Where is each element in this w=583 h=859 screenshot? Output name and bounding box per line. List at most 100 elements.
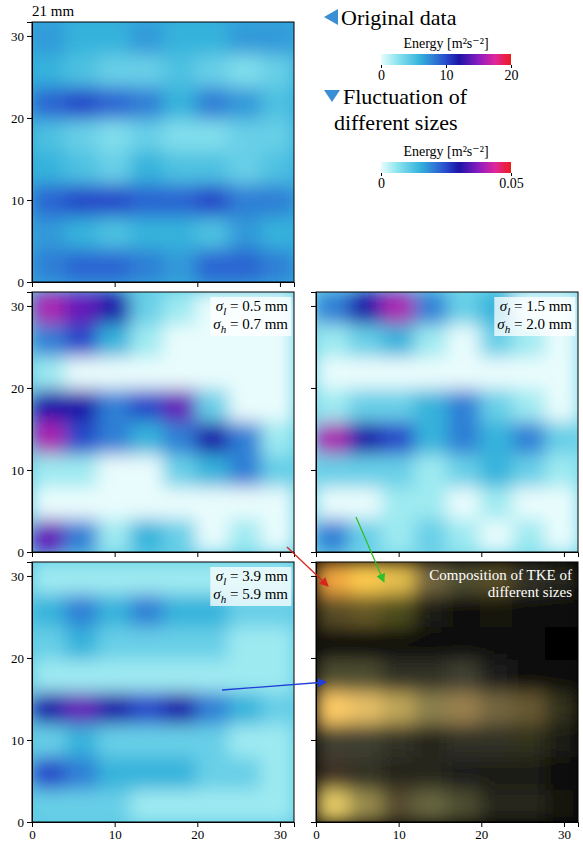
tick-mark — [280, 282, 281, 287]
heat-cell — [163, 692, 196, 725]
heat-cell — [98, 217, 131, 250]
tick-label: 10 — [11, 733, 24, 748]
tick-label: 0 — [18, 815, 25, 830]
heat-cell — [163, 487, 196, 520]
heat-cell — [349, 725, 382, 758]
colorbar-title: Energy [m²s⁻²] — [403, 36, 488, 51]
heat-cell — [98, 152, 131, 185]
tick-mark — [311, 740, 316, 741]
heat-cell — [414, 692, 447, 725]
heat-cell — [32, 120, 65, 153]
tick-label: 20 — [11, 651, 24, 666]
x-axis — [33, 552, 295, 557]
heat-cell — [316, 757, 349, 790]
heat-cell — [130, 790, 163, 823]
heat-cell — [65, 660, 98, 693]
heat-cell — [480, 725, 513, 758]
heat-cell — [229, 422, 262, 455]
tick-mark — [311, 576, 316, 577]
heat-cell — [382, 660, 415, 693]
heat-cell — [229, 357, 262, 390]
heat-cell — [382, 390, 415, 423]
tick — [197, 282, 198, 287]
tick-label: 30 — [558, 827, 571, 842]
heat-cell — [513, 455, 546, 488]
panel-label: σl = 3.9 mmσh = 5.9 mm — [210, 567, 291, 606]
heat-cell — [261, 22, 294, 55]
heat-cell — [196, 22, 229, 55]
heat-cell — [130, 455, 163, 488]
heat-cell — [545, 357, 578, 390]
heat-cells — [316, 562, 578, 822]
heat-cell — [98, 660, 131, 693]
tick-mark — [27, 282, 32, 283]
heat-cell — [480, 627, 513, 660]
heat-cell — [163, 87, 196, 120]
heat-cell — [65, 520, 98, 553]
axis-line — [33, 283, 295, 288]
heat-cell — [316, 390, 349, 423]
heat-cell — [163, 250, 196, 283]
heat-cell — [32, 292, 65, 325]
label-patch — [494, 297, 575, 336]
heat-cell — [349, 790, 382, 823]
tick-mark — [311, 658, 316, 659]
heat-cell — [382, 455, 415, 488]
tick-mark — [27, 200, 32, 201]
heat-cell — [349, 292, 382, 325]
sigma-label: σh = 5.9 mm — [213, 586, 288, 605]
tick-label: 10 — [109, 827, 122, 842]
heat-cell — [447, 487, 480, 520]
heat-cell — [65, 790, 98, 823]
tick — [197, 552, 198, 557]
heat-cell — [261, 185, 294, 218]
heat-cell — [65, 725, 98, 758]
heat-cell — [32, 562, 65, 595]
heat-cell — [316, 725, 349, 758]
arrow — [222, 682, 326, 690]
heat-cell — [513, 757, 546, 790]
heat-cell — [32, 487, 65, 520]
heat-cell — [261, 757, 294, 790]
heat-cell — [65, 595, 98, 628]
heat-cell — [513, 390, 546, 423]
heat-cell — [163, 292, 196, 325]
heat-cell — [98, 455, 131, 488]
panel-label: σl = 0.5 mmσh = 0.7 mm — [210, 297, 291, 336]
heat-cell — [229, 455, 262, 488]
heat-cell — [261, 217, 294, 250]
heat-cell — [163, 357, 196, 390]
heat-cell — [349, 455, 382, 488]
legend-title: Original data — [341, 5, 457, 30]
heat-cell — [414, 455, 447, 488]
heat-cell — [65, 185, 98, 218]
heat-cell — [513, 627, 546, 660]
tick-label: 10 — [11, 463, 24, 478]
heat-cell — [545, 692, 578, 725]
heat-cell — [447, 520, 480, 553]
tick-mark — [27, 822, 32, 823]
tick: 0 — [378, 65, 385, 83]
colorbar-title: Energy [m²s⁻²] — [403, 144, 488, 159]
y-axis: 0102030 — [11, 563, 33, 830]
heat-cell — [196, 455, 229, 488]
heat-cell — [229, 487, 262, 520]
heat-cell — [447, 660, 480, 693]
heat-cell — [447, 595, 480, 628]
heat-cell — [65, 325, 98, 358]
heat-cell — [163, 627, 196, 660]
heat-cell — [261, 725, 294, 758]
heat-cell — [261, 55, 294, 88]
heat-cell — [545, 790, 578, 823]
heat-cell — [98, 595, 131, 628]
heat-cell — [130, 152, 163, 185]
heat-cell — [98, 520, 131, 553]
heat-cell — [480, 487, 513, 520]
heat-cell — [32, 250, 65, 283]
heat-cell — [545, 520, 578, 553]
title: 21 mm — [32, 3, 74, 19]
heat-cell — [98, 562, 131, 595]
tick-mark — [399, 552, 400, 557]
heat-cell — [163, 325, 196, 358]
tick-label: 10 — [393, 827, 406, 842]
